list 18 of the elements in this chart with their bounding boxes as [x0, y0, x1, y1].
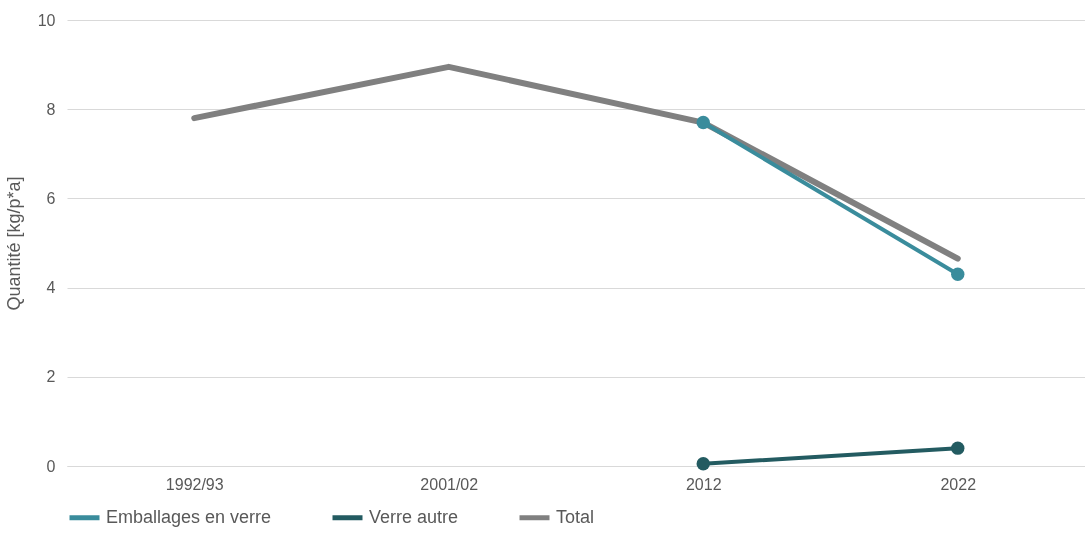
y-tick-label: 6	[46, 189, 56, 207]
y-tick-label: 8	[46, 100, 56, 118]
y-axis-title: Quantité [kg/p*a]	[3, 176, 24, 311]
x-tick-label: 2001/02	[420, 475, 479, 493]
legend-label: Verre autre	[369, 506, 459, 527]
x-tick-label: 2012	[685, 475, 722, 493]
y-tick-label: 10	[37, 11, 56, 29]
legend-label: Emballages en verre	[106, 506, 272, 527]
y-tick-label: 2	[46, 368, 56, 386]
point	[696, 457, 710, 471]
point	[696, 115, 710, 130]
legend-label: Total	[556, 506, 595, 527]
x-tick-label: 2022	[940, 475, 977, 493]
y-tick-label: 0	[46, 457, 56, 475]
y-tick-label: 4	[46, 279, 56, 297]
point	[951, 267, 965, 281]
x-tick-label: 1992/93	[165, 475, 224, 493]
point	[951, 441, 965, 455]
